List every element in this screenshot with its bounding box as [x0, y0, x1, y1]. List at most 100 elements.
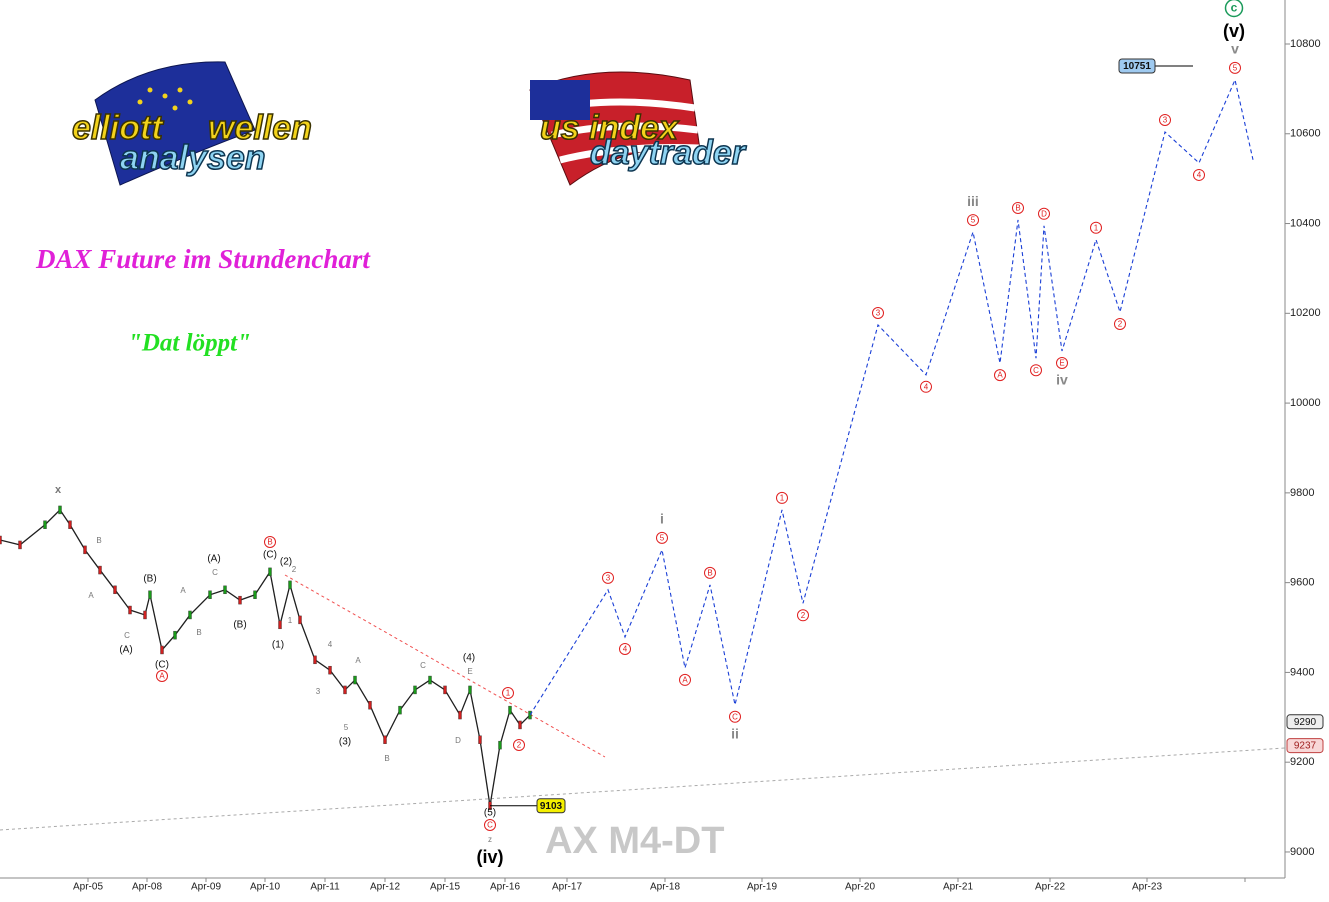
x-tick-label: Apr-16	[490, 882, 520, 893]
candle	[268, 567, 272, 577]
x-tick-label: Apr-17	[552, 882, 582, 893]
wave-label: E	[1059, 359, 1064, 368]
candle	[43, 520, 47, 529]
wave-marker	[513, 739, 525, 751]
candle	[0, 535, 2, 545]
wave-label: B	[707, 568, 712, 577]
y-tick-label: 10800	[1290, 38, 1321, 50]
y-tick-label: 10600	[1290, 128, 1321, 140]
wave-label: C	[487, 821, 493, 830]
trend-line	[0, 747, 1286, 831]
chart-title: DAX Future im Stundenchart	[35, 244, 371, 274]
major-label: (iv)	[477, 847, 504, 867]
candle	[128, 605, 132, 615]
wave-marker	[1012, 201, 1024, 214]
wave-label: A	[682, 676, 688, 685]
wave-marker	[1090, 221, 1102, 234]
y-tick-label: 9200	[1290, 756, 1314, 768]
wave-label: 1	[288, 616, 293, 625]
wave-label: (1)	[272, 640, 284, 651]
wave-label: D	[1041, 209, 1047, 218]
wave-label: B	[384, 754, 389, 763]
x-tick-label: Apr-15	[430, 882, 460, 893]
degree-label: i	[660, 511, 664, 527]
wave-label: C	[1033, 366, 1039, 375]
wave-label: A	[159, 672, 165, 681]
candle	[208, 590, 212, 599]
wave-marker	[502, 687, 514, 699]
logo-text: elliott	[72, 109, 164, 147]
wave-label: A	[997, 371, 1003, 380]
wave-marker	[1114, 317, 1126, 330]
wave-marker	[1193, 168, 1205, 181]
wave-marker	[1056, 357, 1068, 370]
wave-label: (C)	[155, 660, 169, 671]
wave-marker	[156, 670, 168, 682]
wave-label: A	[355, 656, 361, 665]
wave-label: D	[455, 736, 461, 745]
candle	[173, 630, 177, 640]
x-tick-label: Apr-05	[73, 882, 103, 893]
wave-label: 5	[971, 216, 976, 225]
wave-label: E	[467, 667, 472, 676]
wave-label: z	[488, 835, 492, 844]
price-box	[1286, 714, 1324, 730]
wave-label: (B)	[143, 574, 156, 585]
major-label: c	[1231, 1, 1238, 15]
wave-label: (A)	[207, 554, 220, 565]
candle	[143, 610, 147, 620]
major-label: (v)	[1223, 21, 1245, 41]
x-tick-label: Apr-19	[747, 882, 777, 893]
wave-marker	[1224, 0, 1244, 18]
candle	[498, 740, 502, 750]
wave-marker	[920, 380, 932, 393]
wave-label: x	[55, 484, 62, 496]
wave-marker	[729, 710, 741, 723]
candle	[148, 590, 152, 599]
wave-label: (B)	[233, 620, 246, 631]
candle	[113, 585, 117, 595]
wave-marker	[264, 536, 276, 548]
x-tick-label: Apr-08	[132, 882, 162, 893]
wave-label: 3	[1163, 116, 1168, 125]
wave-marker	[1229, 61, 1241, 74]
logo-text: analysen	[120, 139, 266, 177]
candle	[443, 685, 447, 695]
logo-us-index: us index daytrader	[529, 71, 747, 186]
candle	[468, 685, 472, 695]
watermark: AX M4-DT	[545, 820, 724, 862]
candle	[478, 735, 482, 744]
x-tick-label: Apr-21	[943, 882, 973, 893]
candle	[313, 655, 317, 665]
candle	[413, 685, 417, 695]
logo-elliott: elliott wellen analysen	[71, 61, 313, 186]
degree-label: v	[1231, 41, 1239, 57]
projection-line	[529, 78, 1254, 716]
candle	[288, 580, 292, 590]
y-tick-label: 9000	[1290, 846, 1314, 858]
y-tick-label: 10000	[1290, 397, 1321, 409]
wave-label: 1	[780, 494, 785, 503]
candle	[188, 610, 192, 620]
wave-marker	[797, 609, 809, 622]
wave-marker	[484, 819, 496, 831]
wave-label: A	[88, 591, 94, 600]
wave-label: 2	[292, 565, 297, 574]
candle	[398, 705, 402, 715]
wave-label: (5)	[484, 808, 496, 819]
stars	[137, 87, 193, 111]
wave-label: 5	[344, 723, 349, 732]
wave-label: C	[124, 631, 130, 640]
wave-marker	[1038, 207, 1050, 220]
y-tick-label: 9800	[1290, 487, 1314, 499]
candle	[83, 545, 87, 555]
wave-marker	[656, 531, 668, 544]
wave-label: (4)	[463, 653, 475, 664]
x-tick-label: Apr-22	[1035, 882, 1065, 893]
x-tick-label: Apr-09	[191, 882, 221, 893]
y-tick-label: 9600	[1290, 577, 1314, 589]
wave-label: A	[180, 586, 186, 595]
wave-label: B	[196, 628, 201, 637]
wave-label: 3	[316, 687, 321, 696]
x-tick-label: Apr-18	[650, 882, 680, 893]
